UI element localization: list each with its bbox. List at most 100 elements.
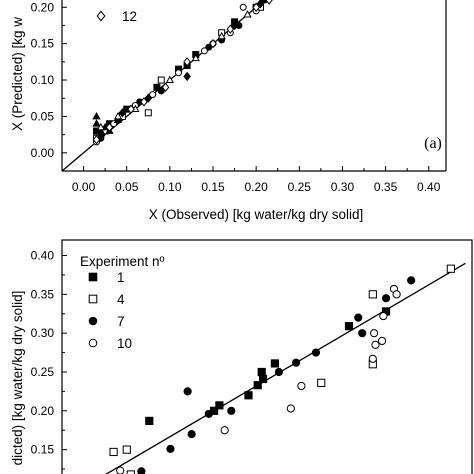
panel-b-frame (61, 239, 473, 474)
panel-b-point (368, 354, 377, 363)
panel-a-legend-label: 12 (122, 9, 137, 24)
panel-a-point (174, 69, 182, 77)
panel-a-point (161, 82, 170, 93)
panel-b-point (253, 381, 262, 390)
panel-a-point (96, 126, 105, 134)
panel-b-point (183, 387, 192, 396)
panel-b-point (358, 329, 367, 338)
panel-a-point (96, 122, 105, 131)
panel-a-x-tick-label: 0.15 (201, 180, 225, 194)
panel-b-point (286, 404, 295, 413)
panel-a-point (144, 109, 152, 117)
panel-b-point (204, 409, 213, 419)
panel-b-point (220, 426, 229, 435)
panel-b-point (166, 444, 175, 453)
panel-b-point (270, 359, 280, 368)
panel-a-point (191, 53, 200, 62)
panel-b-legend-label: 10 (117, 336, 132, 351)
panel-a-point (205, 43, 213, 51)
panel-a-point (252, 2, 260, 12)
panel-a-point (92, 119, 101, 127)
panel-a-point (230, 20, 239, 31)
panel-a-legend-marker (96, 10, 106, 22)
panel-b-point (311, 348, 321, 357)
panel-b-point (109, 447, 118, 457)
panel-b-point (227, 406, 236, 415)
panel-b-point (244, 391, 253, 400)
panel-a-point (183, 71, 191, 82)
panel-a-y-tick-label: 0.10 (31, 73, 55, 87)
panel-a-point (153, 83, 161, 91)
panel-b-point (122, 445, 131, 454)
panel-b-point (407, 276, 416, 285)
panel-a-y-tick-label: 0.00 (31, 146, 55, 160)
panel-a-x-axis-label: X (Observed) [kg water/kg dry solid] (149, 207, 364, 222)
panel-b-point (126, 470, 135, 474)
panel-b-point (258, 374, 268, 384)
panel-b-y-tick-label: 0.40 (31, 249, 55, 263)
chart-panel-b: 0.40 0.35 0.30 0.25 0.20 0.15 Experiment nº 1… (10, 239, 473, 474)
panel-a-point (265, 0, 273, 5)
panel-a-point (157, 87, 165, 95)
panel-b-point (371, 340, 380, 349)
panel-a-point (157, 76, 165, 84)
panel-a-x-tick-label: 0.25 (288, 180, 312, 194)
panel-b-point (446, 264, 455, 273)
panel-a-y-tick-label: 0.15 (31, 37, 55, 51)
panel-b-legend-label: 7 (117, 314, 125, 329)
panel-a-point (200, 47, 208, 55)
panel-b-legend: Experiment nº 1 4 7 10 (80, 254, 165, 351)
panel-b-legend-label: 1 (117, 270, 125, 285)
panel-b-y-axis-label: dicted) [kg water/kg dry solid] (10, 291, 25, 466)
panel-b-y-tick-label: 0.35 (31, 287, 55, 301)
panel-b-point (379, 311, 388, 321)
panel-b-legend-marker (88, 272, 98, 282)
panel-a-point (209, 38, 217, 49)
panel-a-x-tick-label: 0.05 (115, 180, 139, 194)
panel-a-point (149, 91, 157, 99)
panel-a-x-tick-label: 0.10 (158, 180, 182, 194)
panel-a-legend: 12 (96, 9, 137, 24)
panel-b-point (381, 294, 391, 303)
panel-b-point (116, 466, 125, 474)
panel-a-y-tick-label: 0.20 (31, 0, 55, 14)
panel-b-point (392, 290, 401, 299)
panel-a-x-tick-label: 0.35 (374, 180, 398, 194)
panel-a-point (105, 122, 114, 133)
panel-a-point (256, 0, 265, 9)
panel-a-y-tick-label: 0.05 (31, 109, 55, 123)
panel-a-point (183, 57, 191, 67)
panel-b-point (137, 467, 146, 474)
panel-b-point (257, 367, 266, 377)
panel-b-point (215, 401, 224, 410)
panel-b-legend-marker (88, 316, 98, 326)
panel-a-point (113, 115, 123, 123)
panel-b-point (297, 381, 306, 391)
panel-b-y-tick-label: 0.20 (31, 404, 55, 418)
panel-a-point (239, 3, 247, 11)
panel-b-y-tick-label: 0.15 (31, 443, 55, 457)
panel-a-point (92, 111, 101, 120)
panel-a-point (113, 111, 123, 120)
panel-a-point (140, 97, 148, 107)
panel-a-point (165, 75, 175, 83)
panel-b-point (377, 336, 387, 346)
panel-b-y-tick-label: 0.25 (31, 365, 55, 379)
panel-b-point (187, 429, 196, 439)
panel-b-legend-marker (88, 294, 98, 304)
panel-a-x-tick-label: 0.00 (72, 180, 96, 194)
panel-b-point (291, 358, 301, 367)
panel-a-x-tick-label: 0.40 (417, 180, 441, 194)
panel-a-point (243, 10, 252, 18)
panel-b-point (274, 367, 284, 377)
panel-a-point (226, 24, 235, 34)
panel-b-legend-title: Experiment nº (80, 254, 165, 269)
panel-b-point (370, 329, 379, 338)
panel-a-point (217, 31, 226, 40)
panel-b-point (344, 322, 354, 331)
panel-a-point (144, 93, 153, 103)
panel-b-y-tick-label: 0.30 (31, 326, 55, 340)
panel-b-legend-marker (88, 338, 98, 348)
panel-b-legend-label: 4 (117, 292, 125, 307)
